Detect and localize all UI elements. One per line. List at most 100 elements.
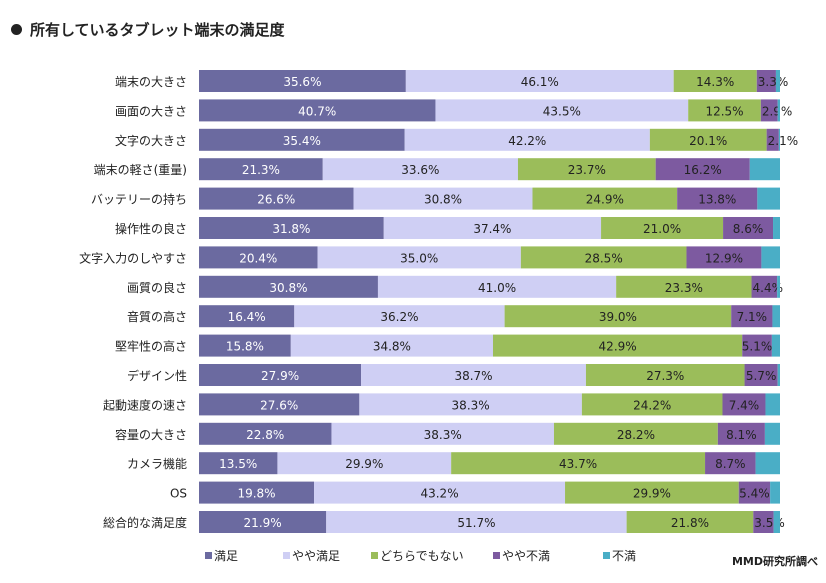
bar-segment [517,158,656,181]
data-label: 3.5% [754,516,785,530]
data-label: 38.3% [452,398,490,412]
title-bullet [11,24,22,35]
bar-segment [616,275,752,298]
bar-segment [742,334,772,357]
data-label: 5.1% [742,340,773,354]
data-label: 27.6% [260,398,298,412]
bar-segment [359,393,582,416]
category-label: 堅牢性の高さ [115,339,187,354]
data-label: 41.0% [478,281,516,295]
bar-segment [565,481,739,504]
bar-segment [757,187,780,210]
bar-segment [655,158,750,181]
bar-segment [199,275,378,298]
data-label: 26.6% [257,193,295,207]
legend-swatch [371,552,378,559]
bar-segment [277,452,452,475]
bar-segment [777,275,780,298]
data-label: 30.8% [424,193,462,207]
category-label: 文字入力のしやすさ [79,250,187,265]
data-label: 21.3% [242,163,280,177]
data-label: 16.4% [228,310,266,324]
data-label: 24.2% [633,398,671,412]
data-label: 38.7% [454,369,492,383]
category-label: 端末の大きさ [115,75,187,89]
bar-segment [435,99,689,122]
legend-label: やや不満 [502,549,550,563]
data-label: 24.9% [586,193,624,207]
bar-segment [760,99,778,122]
bar-segment [773,217,780,239]
data-label: 51.7% [457,516,495,530]
data-label: 2.9% [762,104,793,118]
bar-segment [353,187,533,210]
bar-segment [314,481,566,504]
bar-segment [771,334,780,357]
data-label: 43.5% [543,104,581,118]
bar-segment [199,334,291,357]
bar-segment [361,364,586,386]
category-label: カメラ機能 [127,456,187,471]
bar-segment [738,481,771,504]
data-label: 21.0% [643,222,681,236]
data-label: 37.4% [473,222,511,236]
bar-segment [199,99,436,122]
data-label: 29.9% [633,487,671,501]
bar-segment [705,452,756,475]
data-label: 4.4% [753,281,784,295]
bar-segment [751,275,778,298]
data-label: 20.4% [239,251,277,265]
bar-segment [649,128,767,151]
data-label: 39.0% [599,310,637,324]
bar-segment [199,422,332,445]
bar-segment [199,393,360,416]
legend-swatch [205,552,212,559]
bar-segment [451,452,706,475]
bar-segment [331,422,554,445]
category-label: 操作性の良さ [115,221,187,236]
bar-segment [199,217,384,239]
data-label: 30.8% [269,281,307,295]
category-label: デザイン性 [127,368,187,383]
data-label: 34.8% [373,340,411,354]
category-label: バッテリーの持ち [91,192,187,207]
bar-segment [601,217,724,239]
category-label: 画質の良さ [127,280,187,295]
bar-segment [756,70,776,92]
data-label: 14.3% [696,75,734,89]
bar-segment [199,452,278,475]
data-label: 8.1% [726,428,757,442]
data-label: 28.5% [585,251,623,265]
bar-segment [761,246,780,269]
bar-segment [585,364,745,386]
data-label: 3.3% [758,75,789,89]
data-label: 35.6% [283,75,321,89]
data-label: 43.7% [559,457,597,471]
bar-segment [744,364,778,386]
data-label: 15.8% [226,340,264,354]
bar-segment [688,99,761,122]
bar-segment [492,334,743,357]
bar-segment [749,158,780,181]
bar-segment [199,511,327,533]
bar-segment [755,452,780,475]
bar-segment [686,246,762,269]
legend-swatch [603,552,610,559]
bar-segment [772,305,780,328]
data-label: 8.6% [733,222,764,236]
data-label: 27.3% [646,369,684,383]
data-label: 42.9% [599,340,637,354]
data-label: 19.8% [237,487,275,501]
bar-segment [322,158,518,181]
bar-segment [717,422,765,445]
bar-segment [405,70,674,92]
data-label: 27.9% [261,369,299,383]
chart-title: 所有しているタブレット端末の満足度 [30,21,285,39]
bar-segment [764,422,780,445]
data-label: 7.4% [729,398,760,412]
data-label: 46.1% [521,75,559,89]
legend-label: どちらでもない [380,549,464,563]
data-label: 36.2% [380,310,418,324]
bar-segment [504,305,732,328]
